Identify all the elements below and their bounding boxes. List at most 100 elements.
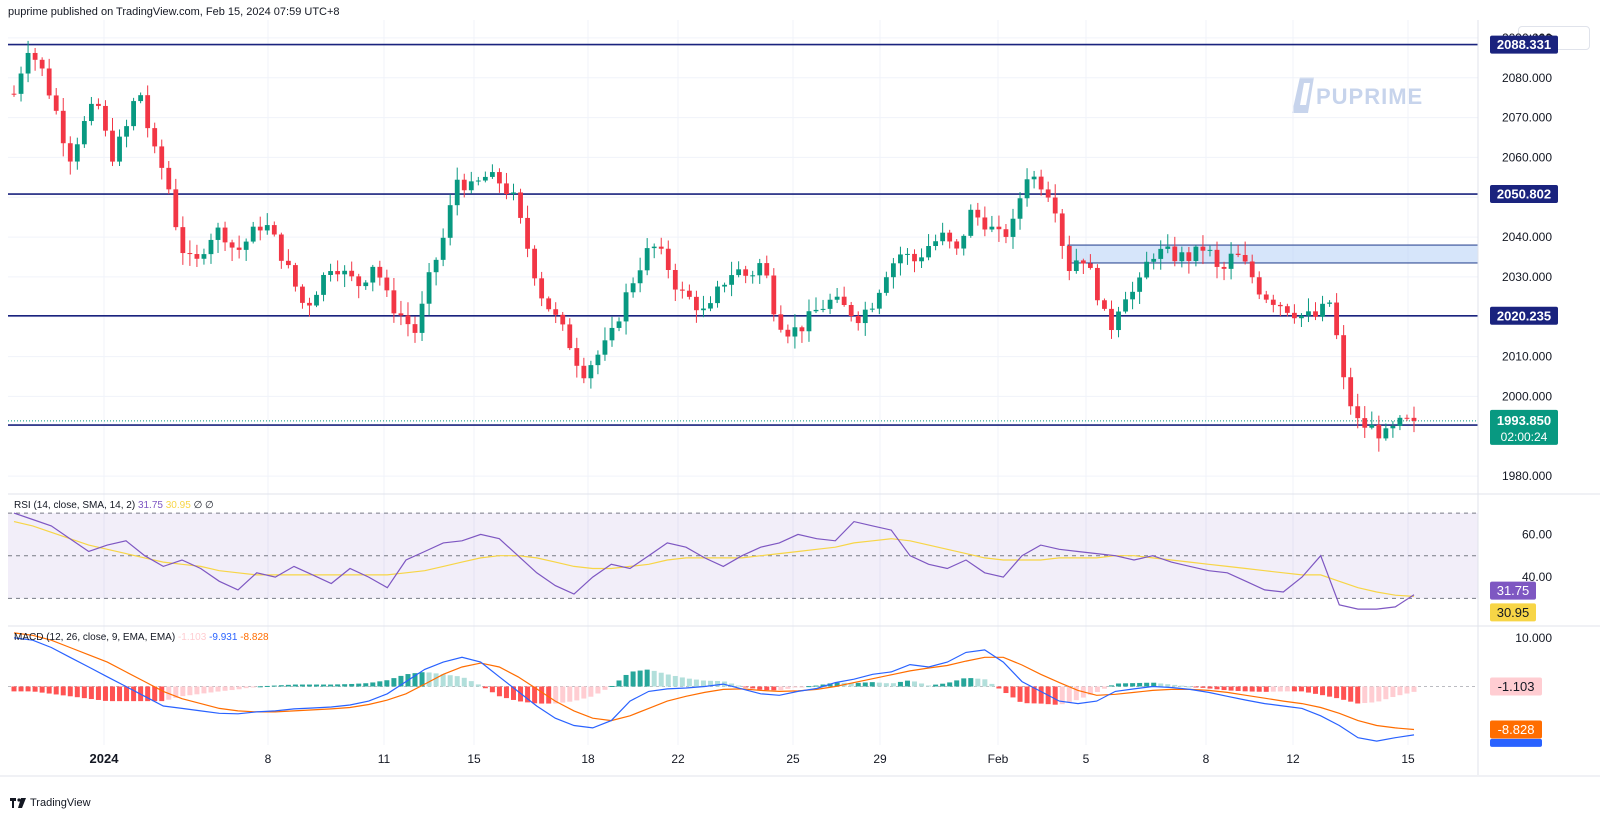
candle <box>1390 421 1396 438</box>
candle <box>152 122 158 154</box>
macd-histogram-bar <box>95 686 101 700</box>
candle <box>630 277 636 298</box>
candle <box>314 291 319 308</box>
candle <box>433 257 439 286</box>
candle <box>293 262 298 292</box>
candle <box>1087 254 1093 270</box>
candle <box>855 311 861 331</box>
candle <box>1158 240 1164 270</box>
candle <box>1355 393 1361 429</box>
candle <box>1186 246 1192 274</box>
candle <box>1270 294 1276 313</box>
macd-histogram-bar <box>1404 686 1410 694</box>
candle <box>88 96 94 126</box>
macd-histogram-bar <box>1052 686 1058 705</box>
macd-signal-line <box>13 632 1415 731</box>
candle <box>1200 235 1206 265</box>
candle <box>25 40 31 83</box>
macd-histogram-bar <box>743 686 749 688</box>
macd-histogram-bar <box>250 686 256 688</box>
macd-histogram-bar <box>419 672 425 687</box>
candle <box>729 261 734 297</box>
macd-histogram-bar <box>1221 686 1227 691</box>
candle <box>1172 236 1178 267</box>
macd-histogram-bar <box>11 686 17 692</box>
macd-histogram-bar <box>39 686 45 693</box>
supply-zone <box>1067 244 1479 264</box>
candle <box>757 258 763 284</box>
macd-histogram-bar <box>869 682 875 687</box>
macd-histogram-bar <box>736 685 742 687</box>
macd-histogram-bar <box>968 678 974 687</box>
macd-histogram-bar <box>553 686 559 704</box>
macd-histogram-bar <box>1291 686 1297 692</box>
macd-histogram-bar <box>1334 686 1340 699</box>
x-tick-label: 12 <box>1286 752 1300 766</box>
candle <box>820 299 826 313</box>
candle <box>271 221 277 237</box>
price-tick-label: 2070.000 <box>1502 111 1552 125</box>
macd-histogram-bar <box>1270 686 1276 692</box>
macd-histogram-bar <box>81 686 87 699</box>
candle <box>222 221 228 251</box>
macd-histogram-bar <box>820 684 826 687</box>
candle <box>1369 411 1375 430</box>
level-price-tag: 2050.802 <box>1490 185 1558 204</box>
footer: TradingView <box>10 797 91 809</box>
macd-histogram-bar <box>496 686 502 697</box>
candle <box>511 183 516 201</box>
candle <box>1313 302 1318 321</box>
candle <box>686 284 692 300</box>
candle <box>518 188 523 224</box>
candle <box>1348 367 1354 415</box>
candle <box>947 229 953 249</box>
macd-histogram-bar <box>1073 686 1079 701</box>
macd-histogram-bar <box>679 677 685 687</box>
macd-histogram-bar <box>799 686 805 688</box>
macd-histogram-bar <box>1193 686 1199 688</box>
candle <box>926 234 931 261</box>
macd-histogram-bar <box>187 686 193 696</box>
candle <box>475 176 481 186</box>
macd-histogram-bar <box>1214 686 1220 690</box>
candle <box>1214 241 1220 279</box>
candle <box>546 296 552 312</box>
macd-histogram-bar <box>912 681 918 687</box>
macd-histogram-bar <box>609 685 615 687</box>
macd-histogram-bar <box>933 684 939 687</box>
candle <box>145 85 151 138</box>
macd-histogram-bar <box>707 680 713 687</box>
macd-histogram-bar <box>370 682 376 687</box>
macd-histogram-bar <box>658 672 664 687</box>
macd-histogram-bar <box>328 684 334 687</box>
macd-histogram-bar <box>637 670 643 687</box>
macd-histogram-bar <box>876 682 882 687</box>
macd-histogram-bar <box>1284 686 1290 692</box>
macd-histogram-bar <box>306 684 312 687</box>
macd-histogram-bar <box>771 686 777 691</box>
candle <box>74 137 80 170</box>
macd-histogram-bar <box>236 686 242 690</box>
candle <box>736 261 742 278</box>
candle <box>883 271 889 296</box>
candle <box>405 302 411 337</box>
candle <box>468 171 474 194</box>
candle <box>363 280 369 290</box>
macd-histogram-bar <box>349 683 355 687</box>
candle <box>39 57 45 77</box>
candle <box>67 136 73 175</box>
candle <box>1207 245 1213 257</box>
macd-histogram-bar <box>1116 683 1122 687</box>
candle <box>504 172 509 200</box>
macd-histogram-bar <box>1031 686 1037 704</box>
candle <box>1137 272 1143 304</box>
candle <box>1221 261 1227 281</box>
candle <box>841 286 847 307</box>
macd-histogram-bar <box>1277 686 1283 692</box>
macd-histogram-bar <box>996 686 1002 689</box>
candle <box>342 265 348 288</box>
candle <box>285 249 291 269</box>
macd-histogram-bar <box>560 686 566 703</box>
macd-histogram-bar <box>616 680 622 687</box>
